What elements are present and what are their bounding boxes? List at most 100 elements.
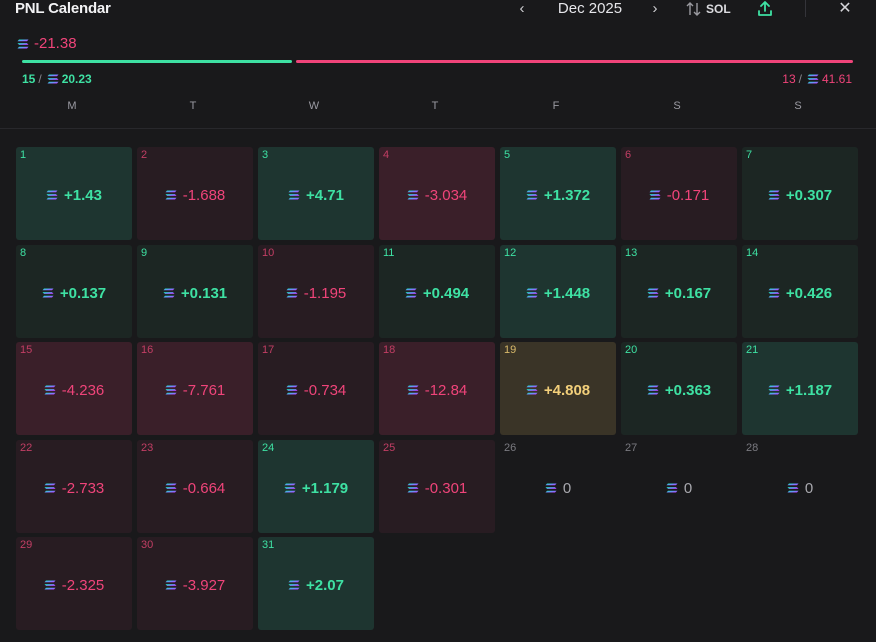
- day-cell[interactable]: 31 +2.07: [258, 537, 374, 630]
- day-pnl: +1.448: [500, 245, 616, 338]
- weekday-label: T: [431, 100, 439, 112]
- day-pnl: +4.808: [500, 342, 616, 435]
- day-cell[interactable]: 18 -12.84: [379, 342, 495, 435]
- solana-icon: [44, 385, 56, 395]
- solana-icon: [787, 483, 799, 493]
- weekday-label: S: [794, 100, 802, 112]
- loss-ratio-bar: [296, 60, 853, 63]
- day-cell[interactable]: 11 +0.494: [379, 245, 495, 338]
- day-pnl: 0: [500, 440, 616, 533]
- day-number: 30: [141, 539, 154, 551]
- solana-icon: [666, 483, 678, 493]
- day-cell[interactable]: 28 0: [742, 440, 858, 533]
- day-number: 14: [746, 247, 759, 259]
- day-number: 16: [141, 344, 154, 356]
- weekday-label: F: [552, 100, 560, 112]
- day-pnl-value: +1.448: [543, 284, 591, 302]
- day-cell[interactable]: 9 +0.131: [137, 245, 253, 338]
- day-pnl-value: -2.325: [61, 576, 105, 594]
- day-cell[interactable]: 5 +1.372: [500, 147, 616, 240]
- day-cell[interactable]: 3 +4.71: [258, 147, 374, 240]
- day-cell[interactable]: 4 -3.034: [379, 147, 495, 240]
- win-ratio-bar: [22, 60, 292, 63]
- solana-icon: [526, 288, 538, 298]
- day-cell[interactable]: 23 -0.664: [137, 440, 253, 533]
- day-number: 19: [504, 344, 517, 356]
- day-pnl: -0.734: [258, 342, 374, 435]
- solana-icon: [768, 288, 780, 298]
- solana-icon: [286, 385, 298, 395]
- solana-icon: [42, 288, 54, 298]
- day-cell[interactable]: 1 +1.43: [16, 147, 132, 240]
- day-cell[interactable]: 12 +1.448: [500, 245, 616, 338]
- solana-icon: [407, 483, 419, 493]
- day-pnl: -7.761: [137, 342, 253, 435]
- solana-icon: [647, 288, 659, 298]
- day-cell[interactable]: 30 -3.927: [137, 537, 253, 630]
- day-pnl-value: +4.71: [306, 186, 344, 204]
- day-cell[interactable]: 19 +4.808: [500, 342, 616, 435]
- day-number: 18: [383, 344, 396, 356]
- day-pnl-value: +1.372: [543, 186, 591, 204]
- day-number: 24: [262, 442, 275, 454]
- next-month-button[interactable]: ›: [652, 0, 658, 17]
- current-month: Dec 2025: [557, 0, 623, 17]
- day-pnl: +0.131: [137, 245, 253, 338]
- day-cell[interactable]: 20 +0.363: [621, 342, 737, 435]
- day-cell[interactable]: 21 +1.187: [742, 342, 858, 435]
- solana-icon: [165, 483, 177, 493]
- day-cell[interactable]: 22 -2.733: [16, 440, 132, 533]
- day-cell[interactable]: 27 0: [621, 440, 737, 533]
- prev-month-button[interactable]: ‹: [519, 0, 525, 17]
- day-cell[interactable]: 15 -4.236: [16, 342, 132, 435]
- sort-arrows-icon: [686, 2, 701, 16]
- day-cell[interactable]: 14 +0.426: [742, 245, 858, 338]
- weekday-header: M T W T F S S: [14, 100, 862, 114]
- day-number: 26: [504, 442, 517, 454]
- day-pnl: +0.167: [621, 245, 737, 338]
- day-pnl-value: -12.84: [424, 381, 468, 399]
- solana-icon: [288, 190, 300, 200]
- day-cell[interactable]: 10 -1.195: [258, 245, 374, 338]
- day-pnl-value: -2.733: [61, 479, 105, 497]
- day-pnl-value: +1.179: [301, 479, 349, 497]
- currency-toggle-button[interactable]: SOL: [686, 0, 731, 18]
- day-cell[interactable]: 6 -0.171: [621, 147, 737, 240]
- day-number: 12: [504, 247, 517, 259]
- day-cell[interactable]: 25 -0.301: [379, 440, 495, 533]
- day-cell[interactable]: 2 -1.688: [137, 147, 253, 240]
- solana-icon: [407, 385, 419, 395]
- day-pnl: -3.034: [379, 147, 495, 240]
- currency-label: SOL: [706, 2, 731, 16]
- day-number: 10: [262, 247, 275, 259]
- day-cell[interactable]: 24 +1.179: [258, 440, 374, 533]
- day-pnl-value: 0: [683, 479, 693, 497]
- day-number: 23: [141, 442, 154, 454]
- total-pnl-value: -21.38: [34, 35, 77, 52]
- day-pnl-value: -3.927: [182, 576, 226, 594]
- day-number: 21: [746, 344, 759, 356]
- day-cell[interactable]: 17 -0.734: [258, 342, 374, 435]
- day-number: 9: [141, 247, 148, 259]
- day-cell[interactable]: 13 +0.167: [621, 245, 737, 338]
- day-cell[interactable]: 8 +0.137: [16, 245, 132, 338]
- day-pnl: -2.733: [16, 440, 132, 533]
- solana-icon: [44, 483, 56, 493]
- day-pnl-value: -0.171: [666, 186, 710, 204]
- day-cell[interactable]: 29 -2.325: [16, 537, 132, 630]
- loss-count: 13: [782, 72, 796, 86]
- day-pnl-value: -0.734: [303, 381, 347, 399]
- day-cell[interactable]: 16 -7.761: [137, 342, 253, 435]
- day-cell[interactable]: 7 +0.307: [742, 147, 858, 240]
- weekday-label: S: [673, 100, 681, 112]
- day-number: 31: [262, 539, 275, 551]
- close-button[interactable]: ✕: [836, 0, 854, 18]
- header-divider: [805, 0, 806, 17]
- day-cell[interactable]: 26 0: [500, 440, 616, 533]
- day-pnl-value: -0.301: [424, 479, 468, 497]
- day-pnl: +0.363: [621, 342, 737, 435]
- solana-icon: [165, 580, 177, 590]
- day-number: 6: [625, 149, 632, 161]
- share-button[interactable]: [756, 0, 774, 18]
- day-number: 13: [625, 247, 638, 259]
